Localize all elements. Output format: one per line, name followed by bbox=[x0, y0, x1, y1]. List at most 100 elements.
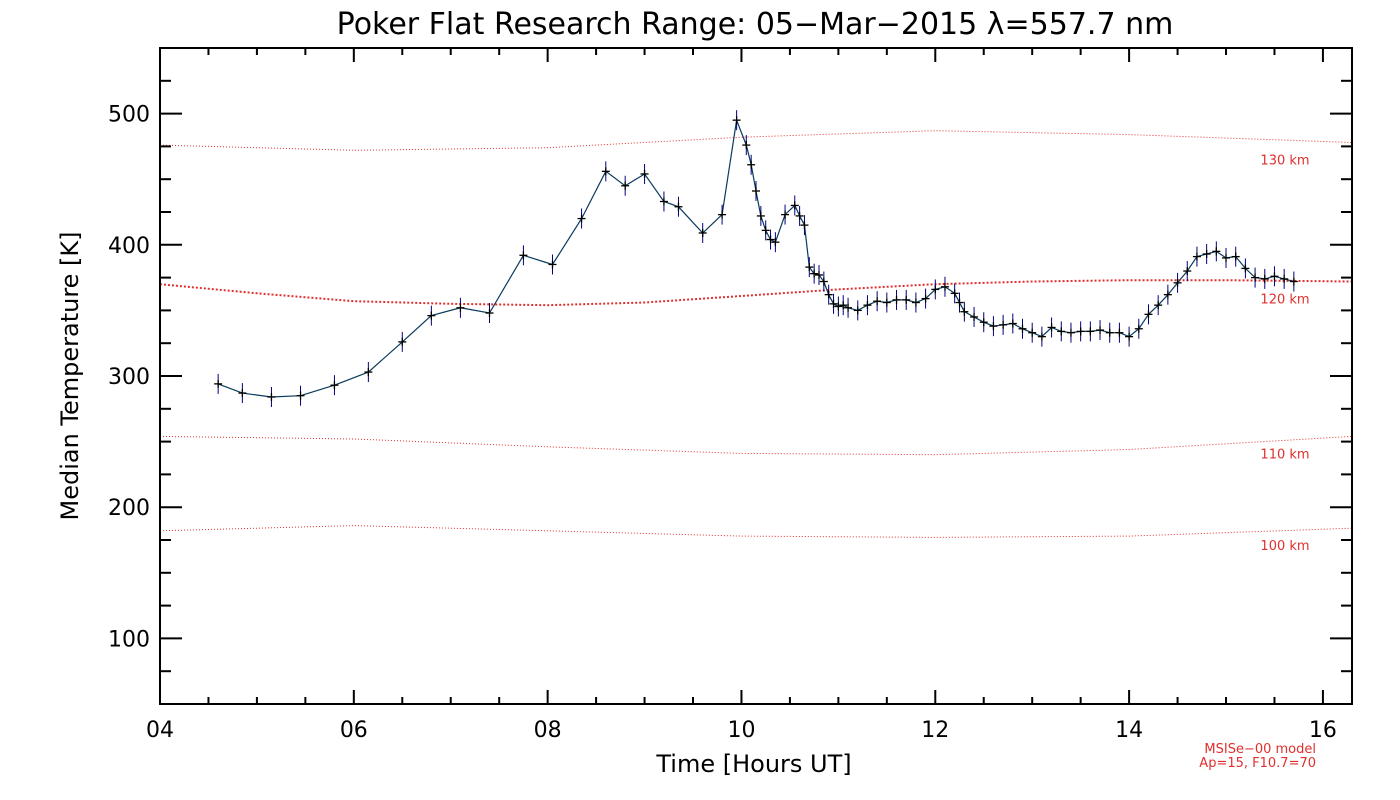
temperature-line bbox=[217, 117, 1295, 398]
data-point bbox=[795, 205, 804, 226]
params-annotation: Ap=15, F10.7=70 bbox=[1199, 756, 1316, 771]
data-point bbox=[548, 254, 557, 275]
ref-line-110km bbox=[159, 435, 1353, 456]
data-point bbox=[640, 163, 649, 184]
data-point bbox=[955, 292, 964, 313]
data-point bbox=[819, 271, 828, 292]
plot-frame bbox=[159, 47, 1353, 705]
data-point bbox=[950, 283, 959, 304]
data-point bbox=[214, 373, 223, 394]
data-point bbox=[747, 154, 756, 175]
data-point bbox=[1018, 318, 1027, 339]
data-point bbox=[911, 292, 920, 313]
data-point bbox=[427, 305, 436, 326]
data-point bbox=[398, 331, 407, 352]
data-point bbox=[1125, 326, 1134, 347]
ref-label-110km: 110 km bbox=[1260, 447, 1309, 462]
data-point bbox=[238, 383, 247, 404]
data-point bbox=[577, 208, 586, 229]
x-axis: 04 06 08 10 12 14 16 bbox=[146, 48, 1337, 743]
x-tick-label: 06 bbox=[340, 718, 368, 743]
data-point bbox=[839, 295, 848, 316]
data-point bbox=[1086, 321, 1095, 342]
x-tick-label: 10 bbox=[727, 718, 755, 743]
data-point bbox=[1222, 247, 1231, 268]
x-tick-label: 04 bbox=[146, 718, 174, 743]
data-point bbox=[1066, 322, 1075, 343]
data-point bbox=[752, 181, 760, 202]
data-point bbox=[674, 196, 683, 217]
ref-line-130km bbox=[159, 130, 1353, 151]
data-point bbox=[1192, 246, 1201, 267]
data-point bbox=[1134, 318, 1143, 339]
data-point bbox=[742, 135, 751, 156]
data-point bbox=[1115, 322, 1124, 343]
data-point bbox=[960, 301, 969, 322]
ref-label-120km: 120 km bbox=[1260, 293, 1309, 308]
data-point bbox=[364, 362, 373, 383]
data-point bbox=[810, 263, 819, 284]
ref-label-100km: 100 km bbox=[1260, 539, 1309, 554]
data-point bbox=[1096, 320, 1105, 341]
data-point bbox=[921, 288, 930, 309]
data-point bbox=[970, 306, 979, 327]
x-axis-label: Time [Hours UT] bbox=[655, 750, 851, 778]
data-point bbox=[1047, 317, 1056, 338]
data-point bbox=[330, 375, 339, 396]
x-tick-label: 12 bbox=[921, 718, 949, 743]
data-point bbox=[267, 386, 276, 407]
data-point bbox=[732, 110, 741, 131]
x-tick-label: 14 bbox=[1115, 718, 1143, 743]
y-tick-label: 400 bbox=[108, 234, 150, 259]
data-point bbox=[756, 205, 765, 226]
data-point bbox=[1144, 304, 1153, 325]
data-point bbox=[1154, 295, 1163, 316]
y-tick-label: 200 bbox=[108, 496, 150, 521]
ref-label-130km: 130 km bbox=[1260, 154, 1309, 169]
y-tick-label: 300 bbox=[108, 365, 150, 390]
model-annotation: MSISe−00 model bbox=[1204, 742, 1316, 757]
x-tick-label: 08 bbox=[534, 718, 562, 743]
data-point bbox=[1212, 241, 1221, 262]
data-point bbox=[863, 295, 872, 316]
y-axis-label: Median Temperature [K] bbox=[56, 231, 84, 520]
temperature-series bbox=[214, 110, 1298, 407]
reference-line-labels: 130 km 120 km 110 km 100 km bbox=[1260, 154, 1309, 555]
data-point bbox=[800, 215, 809, 236]
data-point bbox=[805, 257, 814, 278]
data-point bbox=[1173, 272, 1182, 293]
data-point bbox=[1260, 268, 1269, 289]
data-point bbox=[829, 293, 838, 314]
data-point bbox=[1280, 268, 1289, 289]
data-point bbox=[853, 300, 862, 321]
data-point bbox=[771, 232, 780, 253]
data-point bbox=[790, 195, 799, 216]
data-point bbox=[989, 316, 998, 337]
data-point bbox=[824, 284, 833, 305]
data-point bbox=[761, 220, 770, 241]
data-point bbox=[1028, 322, 1037, 343]
data-point bbox=[1183, 261, 1192, 282]
data-point bbox=[485, 303, 494, 324]
data-point bbox=[621, 175, 630, 196]
data-point bbox=[882, 292, 891, 313]
data-point bbox=[1231, 246, 1240, 267]
data-point bbox=[1251, 267, 1260, 288]
data-point bbox=[1289, 271, 1298, 292]
ref-line-120km bbox=[159, 279, 1353, 307]
data-point bbox=[892, 289, 901, 310]
x-tick-label: 16 bbox=[1309, 718, 1337, 743]
data-point bbox=[834, 296, 843, 317]
data-point bbox=[659, 191, 668, 212]
data-point bbox=[844, 297, 853, 318]
data-point bbox=[456, 297, 465, 318]
data-point bbox=[999, 314, 1008, 335]
data-point bbox=[718, 204, 727, 225]
data-point bbox=[519, 245, 528, 266]
y-tick-label: 100 bbox=[108, 627, 150, 652]
data-point bbox=[766, 229, 775, 250]
data-point bbox=[1008, 313, 1017, 334]
data-point bbox=[1105, 322, 1114, 343]
data-point bbox=[1037, 326, 1046, 347]
